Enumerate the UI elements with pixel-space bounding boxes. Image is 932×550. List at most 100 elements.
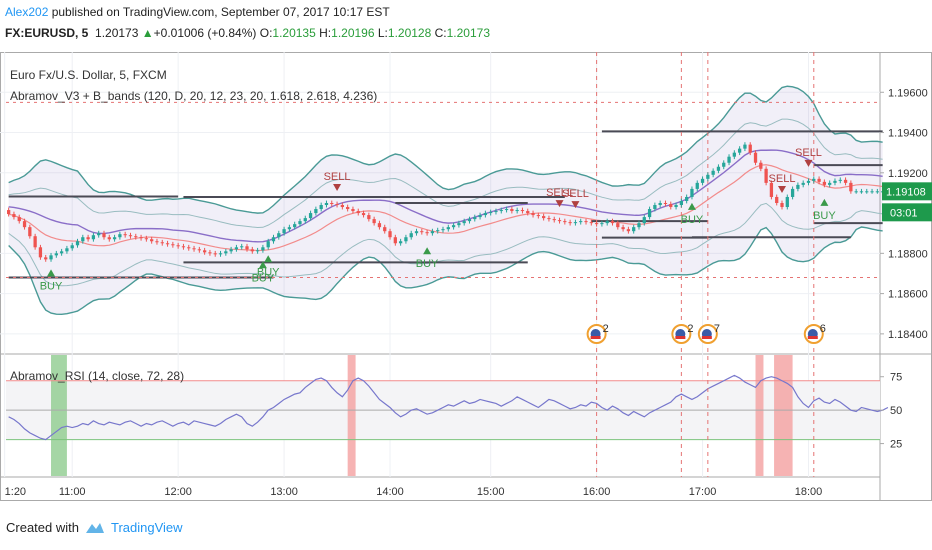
candle-down — [335, 204, 339, 206]
flag-stripe — [807, 336, 818, 339]
buy-signal-label: BUY — [252, 272, 275, 284]
price-change: +0.01006 (+0.84%) — [153, 26, 257, 40]
main-pane-title: Euro Fx/U.S. Dollar, 5, FXCM — [10, 68, 167, 82]
candle-up — [473, 217, 477, 220]
candle-up — [287, 227, 292, 230]
candle-up — [467, 219, 472, 222]
buy-arrow-icon — [820, 198, 829, 206]
buy-arrow-icon — [423, 247, 432, 255]
bollinger-band-line — [8, 85, 883, 214]
flag-stripe — [675, 336, 686, 339]
flag-stripe — [701, 336, 712, 339]
event-count: 2 — [687, 323, 693, 335]
candle-up — [240, 246, 244, 248]
last-price-label: 1.19108 — [886, 186, 926, 198]
candle-down — [171, 244, 175, 246]
buy-signal-label: BUY — [681, 214, 704, 226]
sell-arrow-icon — [571, 201, 580, 209]
candle-down — [123, 234, 127, 236]
publish-line: Alex202 published on TradingView.com, Se… — [5, 5, 390, 19]
buy-arrow-icon — [264, 255, 273, 263]
candle-down — [202, 250, 207, 253]
author-link[interactable]: Alex202 — [5, 5, 49, 19]
candle-up — [685, 196, 689, 201]
low-value: 1.20128 — [387, 26, 432, 40]
rsi-signal-highlight — [51, 355, 67, 476]
candle-up — [234, 247, 239, 250]
candle-up — [743, 144, 747, 149]
candle-down — [372, 219, 376, 224]
tradingview-logo-icon — [85, 522, 104, 533]
candle-down — [155, 241, 159, 243]
candle-down — [425, 232, 429, 234]
candle-up — [462, 221, 466, 224]
candle-up — [806, 180, 811, 183]
candle-down — [17, 217, 21, 222]
candle-up — [732, 152, 736, 157]
candle-down — [388, 231, 392, 238]
candle-down — [22, 221, 27, 228]
candle-down — [176, 245, 180, 247]
time-tick-label: 12:00 — [164, 486, 192, 498]
candle-up — [653, 205, 657, 210]
candle-down — [626, 229, 631, 232]
time-tick-label: 15:00 — [477, 486, 505, 498]
candle-up — [298, 221, 302, 225]
candle-up — [642, 217, 646, 224]
open-label: O: — [259, 26, 273, 40]
candle-down — [12, 214, 16, 218]
candle-up — [441, 229, 445, 231]
candle-up — [716, 166, 721, 171]
candle-up — [65, 248, 69, 252]
candle-down — [536, 215, 540, 217]
candle-up — [478, 215, 482, 218]
buy-signal-label: BUY — [416, 258, 439, 270]
candle-up — [324, 203, 329, 206]
event-count: 7 — [714, 323, 720, 335]
candle-down — [86, 237, 90, 240]
candle-down — [102, 233, 106, 238]
time-tick-label: 1:20 — [5, 486, 26, 498]
candle-up — [308, 213, 313, 219]
candle-down — [250, 249, 254, 252]
sell-signal-label: SELL — [795, 147, 822, 159]
candle-down — [610, 221, 615, 224]
candle-up — [229, 249, 233, 252]
candle-up — [854, 191, 858, 193]
tradingview-link[interactable]: TradingView — [110, 520, 183, 535]
candle-down — [181, 246, 186, 248]
rsi-signal-highlight — [774, 355, 793, 476]
sell-arrow-icon — [804, 159, 813, 167]
candle-down — [346, 207, 350, 210]
candle-up — [319, 205, 323, 210]
candle-up — [722, 162, 726, 167]
rsi-signal-highlight — [755, 355, 764, 476]
candle-down — [557, 220, 562, 222]
candle-up — [398, 241, 403, 244]
candle-down — [568, 222, 572, 224]
candle-down — [245, 246, 249, 250]
candle-up — [303, 218, 307, 222]
candle-up — [293, 224, 297, 228]
candle-down — [552, 219, 556, 221]
candle-up — [118, 234, 122, 238]
candle-up — [91, 235, 96, 240]
candle-up — [573, 222, 578, 224]
time-tick-label: 13:00 — [270, 486, 298, 498]
candle-up — [446, 227, 450, 230]
time-tick-label: 17:00 — [689, 486, 717, 498]
candle-up — [218, 253, 223, 255]
candle-up — [515, 210, 519, 212]
time-tick-label: 18:00 — [795, 486, 823, 498]
candle-up — [637, 223, 641, 228]
candle-down — [160, 242, 164, 244]
candle-up — [727, 156, 731, 163]
candle-down — [377, 223, 382, 228]
candle-up — [828, 182, 832, 185]
bar-countdown-label: 03:01 — [890, 207, 918, 219]
candle-up — [261, 247, 265, 251]
candle-up — [404, 237, 408, 242]
price-tick-label: 1.18800 — [888, 248, 928, 260]
close-label: C: — [434, 26, 447, 40]
